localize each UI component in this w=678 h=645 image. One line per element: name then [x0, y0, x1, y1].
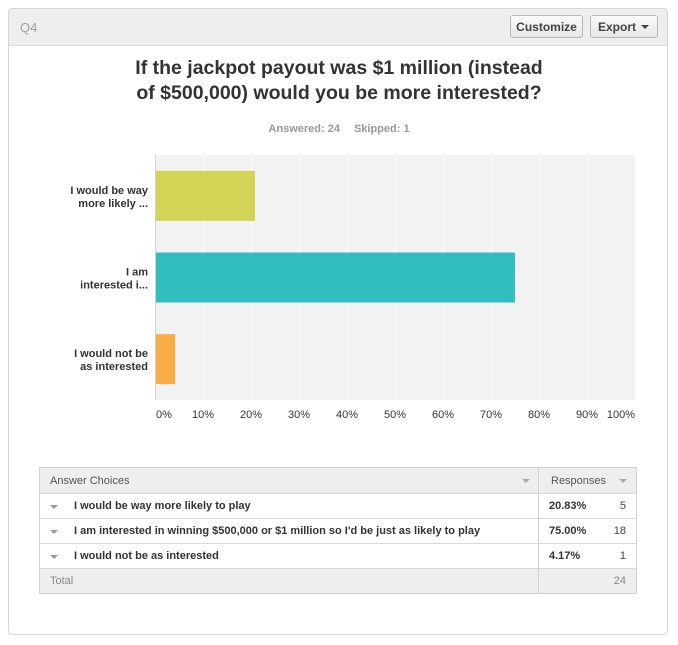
total-label: Total	[50, 575, 74, 587]
skipped-count: Skipped: 1	[353, 123, 410, 135]
sort-caret-icon[interactable]	[522, 479, 530, 483]
expand-caret-icon[interactable]	[50, 530, 58, 534]
question-number: Q4	[20, 20, 38, 35]
answer-choices-header-label: Answer Choices	[50, 474, 130, 487]
answer-choice-text: I would not be as interested	[74, 550, 219, 562]
table-row: I would be way more likely to play 20.83…	[40, 493, 636, 518]
x-tick-label: 20%	[240, 409, 262, 421]
category-label: I would not be as interested	[74, 348, 148, 373]
bar	[156, 252, 515, 303]
chevron-down-icon	[641, 25, 649, 29]
bar	[156, 334, 176, 385]
x-tick-label: 40%	[336, 409, 358, 421]
answer-table: Answer Choices Responses I would be way …	[39, 467, 637, 594]
table-row: I am interested in winning $500,000 or $…	[40, 518, 636, 543]
response-cell: 20.83% 5	[539, 494, 636, 518]
category-label: I would be way more likely ...	[70, 185, 149, 210]
sort-caret-icon[interactable]	[619, 479, 627, 483]
response-summary: Answered: 24 Skipped: 1	[0, 123, 678, 135]
responses-header[interactable]: Responses	[539, 468, 636, 493]
expand-caret-icon[interactable]	[50, 555, 58, 559]
response-percent: 75.00%	[549, 525, 587, 537]
answer-choice-cell: I would be way more likely to play	[40, 494, 539, 518]
total-label-cell: Total	[40, 569, 539, 593]
total-count: 24	[613, 575, 626, 587]
total-count-cell: 24	[539, 569, 636, 593]
x-tick-label: 10%	[192, 409, 214, 421]
x-tick-label: 80%	[528, 409, 550, 421]
question-title: If the jackpot payout was $1 million (in…	[0, 56, 678, 106]
x-tick-label: 90%	[576, 409, 598, 421]
response-count: 5	[619, 500, 626, 512]
response-cell: 4.17% 1	[539, 544, 636, 568]
response-count: 1	[619, 550, 626, 562]
question-title-line2: of $500,000) would you be more intereste…	[136, 82, 542, 104]
card-header: Q4 Customize Export	[9, 9, 667, 46]
response-count: 18	[613, 525, 626, 537]
expand-caret-icon[interactable]	[50, 505, 58, 509]
category-label: I am interested i...	[80, 267, 148, 292]
answer-choice-cell: I am interested in winning $500,000 or $…	[40, 519, 539, 543]
answered-count: Answered: 24	[268, 123, 340, 135]
answer-choice-text: I am interested in winning $500,000 or $…	[74, 525, 481, 537]
x-tick-label: 50%	[384, 409, 406, 421]
x-tick-label: 70%	[480, 409, 502, 421]
x-tick-label: 100%	[607, 409, 635, 421]
export-label: Export	[597, 19, 636, 34]
bar	[156, 170, 255, 221]
total-row: Total 24	[40, 568, 636, 593]
answer-choices-header[interactable]: Answer Choices	[40, 468, 539, 493]
response-percent: 20.83%	[549, 500, 587, 512]
customize-button[interactable]: Customize	[510, 15, 583, 38]
x-tick-label: 30%	[288, 409, 310, 421]
table-row: I would not be as interested 4.17% 1	[40, 543, 636, 568]
bar-chart: I would be way more likely ... I am interes…	[70, 155, 636, 421]
response-percent: 4.17%	[549, 550, 581, 562]
question-title-line1: If the jackpot payout was $1 million (in…	[135, 57, 543, 79]
responses-header-label: Responses	[551, 474, 607, 487]
table-header-row: Answer Choices Responses	[40, 468, 636, 493]
response-cell: 75.00% 18	[539, 519, 636, 543]
export-button[interactable]: Export	[590, 15, 658, 38]
x-tick-label: 0%	[156, 409, 172, 421]
x-tick-label: 60%	[432, 409, 454, 421]
answer-choice-text: I would be way more likely to play	[74, 500, 251, 512]
answer-choice-cell: I would not be as interested	[40, 544, 539, 568]
